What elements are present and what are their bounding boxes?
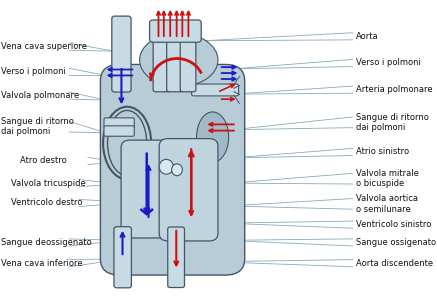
Text: Ventricolo destro: Ventricolo destro: [11, 198, 83, 207]
Text: Ventricolo sinistro: Ventricolo sinistro: [356, 220, 431, 229]
Text: Sangue di ritorno
dai polmoni: Sangue di ritorno dai polmoni: [356, 113, 429, 132]
FancyBboxPatch shape: [149, 20, 201, 42]
Text: Aorta discendente: Aorta discendente: [356, 259, 433, 268]
Text: Vena cava inferiore: Vena cava inferiore: [1, 259, 83, 268]
Ellipse shape: [159, 159, 173, 174]
Text: Arteria polmonare: Arteria polmonare: [356, 85, 433, 94]
FancyBboxPatch shape: [104, 126, 134, 136]
Text: Valvola aortica
o semilunare: Valvola aortica o semilunare: [356, 194, 418, 214]
FancyBboxPatch shape: [114, 227, 132, 288]
FancyBboxPatch shape: [121, 140, 176, 238]
FancyBboxPatch shape: [104, 118, 134, 128]
Ellipse shape: [108, 111, 147, 176]
Text: Atrio sinistro: Atrio sinistro: [356, 148, 409, 156]
Text: Sangue di ritorno
dai polmoni: Sangue di ritorno dai polmoni: [1, 117, 74, 136]
Text: Verso i polmoni: Verso i polmoni: [356, 58, 421, 67]
Text: Valvola mitrale
o bicuspide: Valvola mitrale o bicuspide: [356, 169, 419, 188]
Text: Vena cava superiore: Vena cava superiore: [1, 42, 87, 51]
FancyBboxPatch shape: [153, 28, 170, 92]
Text: Valvola tricuspide: Valvola tricuspide: [11, 179, 86, 188]
FancyBboxPatch shape: [112, 16, 131, 92]
FancyBboxPatch shape: [166, 28, 184, 92]
Ellipse shape: [139, 33, 218, 87]
Ellipse shape: [172, 164, 182, 176]
FancyBboxPatch shape: [168, 227, 184, 288]
Text: Valvola polmonare: Valvola polmonare: [1, 91, 80, 100]
FancyBboxPatch shape: [191, 84, 239, 96]
FancyBboxPatch shape: [180, 28, 196, 92]
FancyBboxPatch shape: [159, 139, 218, 241]
FancyBboxPatch shape: [101, 64, 245, 275]
Text: Atro destro: Atro destro: [20, 156, 67, 165]
Text: Sangue deossigenato: Sangue deossigenato: [1, 238, 92, 247]
Ellipse shape: [197, 112, 229, 162]
Text: Aorta: Aorta: [356, 32, 379, 41]
Text: Sangue ossigenato: Sangue ossigenato: [356, 238, 436, 247]
Text: Verso i polmoni: Verso i polmoni: [1, 67, 66, 76]
